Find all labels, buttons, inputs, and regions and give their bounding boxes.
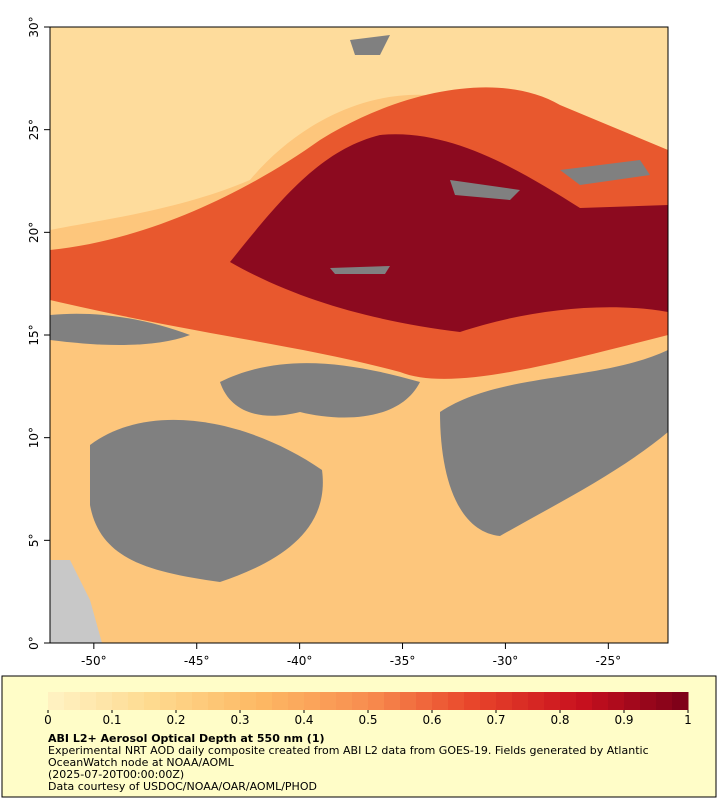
x-tick-label: -25° — [596, 654, 622, 668]
colorbar-swatch — [496, 692, 513, 710]
colorbar-swatch — [336, 692, 353, 710]
colorbar-tick-label: 0.1 — [102, 713, 121, 727]
caption-line: Data courtesy of USDOC/NOAA/OAR/AOML/PHO… — [48, 780, 317, 793]
aod-map — [50, 27, 668, 643]
colorbar-swatch — [240, 692, 257, 710]
colorbar-swatch — [400, 692, 417, 710]
colorbar-swatch — [96, 692, 113, 710]
aod-core — [230, 134, 668, 332]
colorbar-swatch — [160, 692, 177, 710]
colorbar-swatch — [544, 692, 561, 710]
colorbar-swatch — [224, 692, 241, 710]
colorbar-swatch — [352, 692, 369, 710]
colorbar-tick-label: 0.6 — [422, 713, 441, 727]
y-tick-label: 5° — [27, 534, 41, 548]
land — [50, 560, 102, 643]
colorbar-tick-label: 1 — [684, 713, 692, 727]
colorbar-swatch — [512, 692, 529, 710]
colorbar-swatch — [608, 692, 625, 710]
colorbar-swatch — [560, 692, 577, 710]
colorbar-swatch — [432, 692, 449, 710]
colorbar-swatch — [272, 692, 289, 710]
colorbar-swatch — [480, 692, 497, 710]
colorbar-swatch — [320, 692, 337, 710]
y-tick-label: 30° — [27, 16, 41, 37]
colorbar-tick-label: 0 — [44, 713, 52, 727]
colorbar-swatch — [624, 692, 641, 710]
y-tick-label: 20° — [27, 222, 41, 243]
colorbar-tick-label: 0.3 — [230, 713, 249, 727]
colorbar-swatch — [64, 692, 81, 710]
caption-line: (2025-07-20T00:00:00Z) — [48, 768, 184, 781]
colorbar-swatch — [592, 692, 609, 710]
cloud — [440, 350, 668, 536]
colorbar-swatch — [48, 692, 65, 710]
colorbar-swatch — [528, 692, 545, 710]
cloud — [220, 363, 420, 418]
colorbar-swatch — [672, 692, 689, 710]
colorbar-tick-label: 0.7 — [486, 713, 505, 727]
x-tick-label: -30° — [493, 654, 519, 668]
cloud — [90, 419, 323, 582]
aod-low — [50, 27, 668, 230]
colorbar-swatch — [128, 692, 145, 710]
colorbar-swatch — [144, 692, 161, 710]
colorbar-tick-label: 0.2 — [166, 713, 185, 727]
colorbar-swatch — [416, 692, 433, 710]
colorbar-swatch — [256, 692, 273, 710]
colorbar-swatch — [576, 692, 593, 710]
colorbar-swatch — [384, 692, 401, 710]
y-tick-label: 0° — [27, 636, 41, 650]
cloud — [50, 313, 190, 345]
colorbar-swatch — [656, 692, 673, 710]
caption-line: OceanWatch node at NOAA/AOML — [48, 756, 235, 769]
colorbar-swatch — [304, 692, 321, 710]
caption-line: Experimental NRT AOD daily composite cre… — [48, 744, 649, 757]
x-tick-label: -40° — [287, 654, 313, 668]
colorbar-tick-label: 0.5 — [358, 713, 377, 727]
title: ABI L2+ Aerosol Optical Depth at 550 nm … — [48, 732, 325, 745]
colorbar-tick-label: 0.8 — [550, 713, 569, 727]
colorbar-swatch — [288, 692, 305, 710]
colorbar-swatch — [176, 692, 193, 710]
colorbar-swatch — [112, 692, 129, 710]
colorbar-swatch — [192, 692, 209, 710]
colorbar-swatch — [208, 692, 225, 710]
x-tick-label: -35° — [390, 654, 416, 668]
x-tick-label: -50° — [81, 654, 107, 668]
colorbar-swatch — [368, 692, 385, 710]
colorbar-swatch — [80, 692, 97, 710]
y-tick-label: 10° — [27, 427, 41, 448]
y-tick-label: 15° — [27, 324, 41, 345]
y-tick-label: 25° — [27, 119, 41, 140]
colorbar-swatch — [448, 692, 465, 710]
colorbar-tick-label: 0.4 — [294, 713, 313, 727]
colorbar-swatch — [464, 692, 481, 710]
colorbar-swatch — [640, 692, 657, 710]
x-tick-label: -45° — [184, 654, 210, 668]
colorbar-tick-label: 0.9 — [614, 713, 633, 727]
